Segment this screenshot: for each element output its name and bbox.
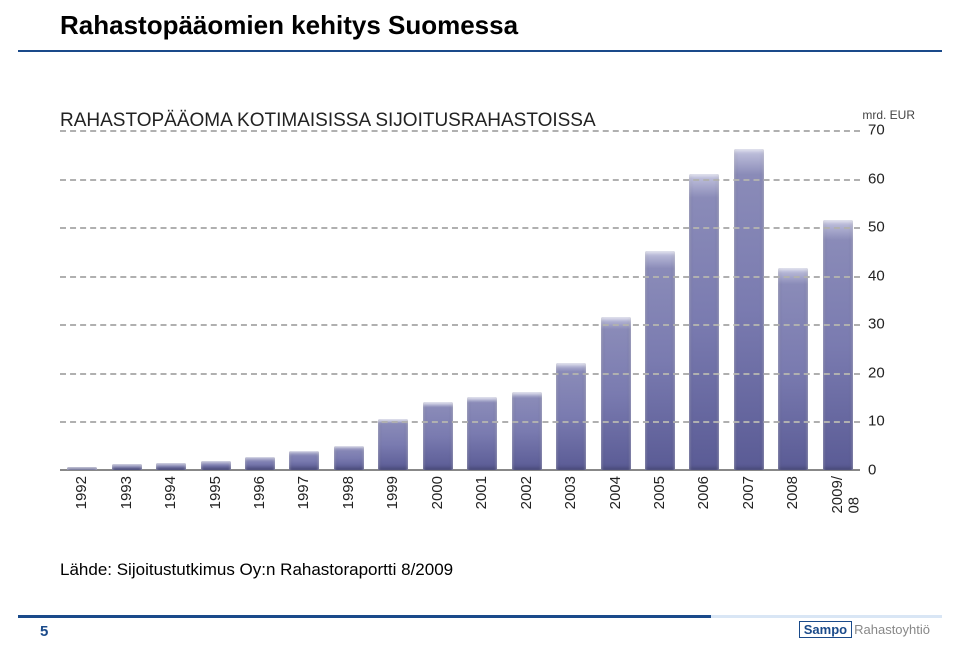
bar-fill [156,463,186,470]
bar [467,130,497,470]
x-tick-label: 1992 [74,476,91,509]
x-tick-label: 2003 [563,476,580,509]
y-tick-label: 60 [868,170,885,187]
bar [156,130,186,470]
x-tick-label: 1996 [252,476,269,509]
title-rule [18,50,942,52]
bar [245,130,275,470]
x-tick-label: 1994 [163,476,180,509]
y-tick-label: 30 [868,316,885,333]
y-tick-label: 20 [868,364,885,381]
x-tick-label: 2007 [741,476,758,509]
bar-fill [245,457,275,470]
bar-fill [423,402,453,470]
x-tick-label: 2005 [652,476,669,509]
bar [645,130,675,470]
bar [112,130,142,470]
y-tick-label: 50 [868,219,885,236]
bar-fill [645,251,675,470]
x-tick-label: 1998 [341,476,358,509]
bar-fill [334,446,364,470]
revenue-bar-chart: 0102030405060701992199319941995199619971… [60,130,905,510]
bar [378,130,408,470]
bar [823,130,853,470]
bar-fill [556,363,586,470]
x-tick-label: 2006 [696,476,713,509]
bar-fill [289,451,319,470]
page-number: 5 [40,623,48,640]
chart-subtitle: RAHASTOPÄÄOMA KOTIMAISISSA SIJOITUSRAHAS… [60,110,596,132]
x-tick-label: 2008 [785,476,802,509]
gridline [60,179,860,181]
x-tick-label: 1999 [385,476,402,509]
x-tick-label: 2009/ 08 [830,476,863,514]
bar-fill [378,419,408,470]
x-tick-label: 2000 [430,476,447,509]
bar-fill [467,397,497,470]
bar [289,130,319,470]
y-axis-unit: mrd. EUR [862,108,915,122]
bar [734,130,764,470]
footer: 5 SampoRahastoyhtiö [0,615,960,649]
gridline [60,130,860,132]
bar [689,130,719,470]
x-tick-label: 1997 [296,476,313,509]
bar [556,130,586,470]
bar [201,130,231,470]
bar [334,130,364,470]
x-tick-label: 2004 [608,476,625,509]
footer-stripe [18,615,942,618]
y-tick-label: 10 [868,413,885,430]
x-tick-label: 1993 [119,476,136,509]
x-tick-label: 2001 [474,476,491,509]
gridline [60,227,860,229]
bar-fill [512,392,542,470]
bar-fill [689,174,719,470]
bar [67,130,97,470]
bar-fill [778,268,808,470]
source-caption: Lähde: Sijoitustutkimus Oy:n Rahastorapo… [60,560,453,580]
gridline [60,276,860,278]
y-tick-label: 70 [868,122,885,139]
bar-fill [67,467,97,470]
gridline [60,373,860,375]
bar [423,130,453,470]
bars-layer [60,130,860,470]
bar [778,130,808,470]
gridline [60,324,860,326]
bar-fill [601,317,631,470]
logo-suffix: Rahastoyhtiö [854,622,930,637]
bar-fill [823,220,853,470]
x-tick-label: 2002 [519,476,536,509]
bar [512,130,542,470]
bar [601,130,631,470]
bar-fill [112,464,142,470]
page-title: Rahastopääomien kehitys Suomessa [60,10,518,41]
x-tick-label: 1995 [208,476,225,509]
y-tick-label: 0 [868,462,876,479]
bar-fill [201,461,231,470]
y-tick-label: 40 [868,267,885,284]
logo-brand: Sampo [799,621,852,638]
gridline [60,421,860,423]
logo: SampoRahastoyhtiö [799,621,930,638]
